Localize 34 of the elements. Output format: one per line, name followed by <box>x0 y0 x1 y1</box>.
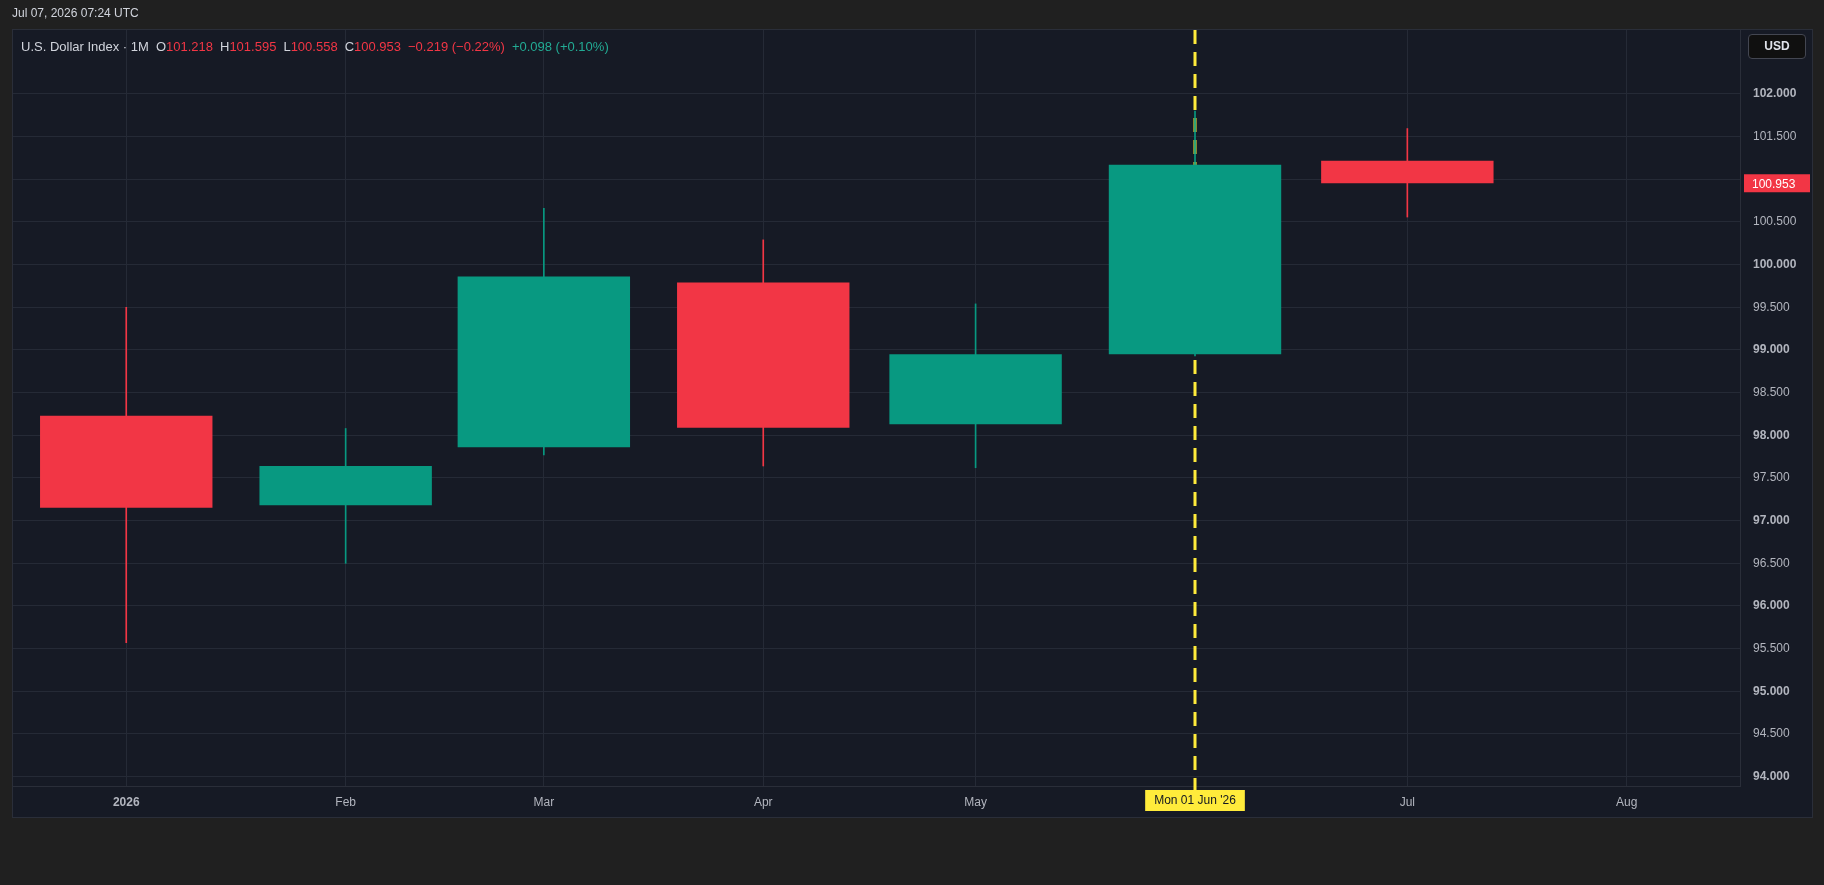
annotation: L100.558 <box>283 39 338 54</box>
y-tick-label: 101.500 <box>1753 128 1797 143</box>
y-tick-label: 95.000 <box>1753 683 1791 698</box>
y-tick-label: 94.500 <box>1753 726 1791 741</box>
text: 100.953 <box>1752 176 1796 191</box>
y-tick-label: 97.000 <box>1753 512 1791 527</box>
x-tick-label: Mar <box>533 794 555 809</box>
x-tick-label: 2026 <box>112 794 140 809</box>
x-tick-label: Apr <box>753 794 773 809</box>
x-tick-label: May <box>964 794 987 809</box>
text: U.S. Dollar Index · 1M <box>21 39 149 54</box>
x-tick-label: Aug <box>1616 794 1638 809</box>
text: Jul 07, 2026 07:24 UTC <box>12 6 139 20</box>
y-tick-label: 98.000 <box>1753 427 1791 442</box>
x-tick-label: Jul <box>1399 794 1416 809</box>
y-tick-label: 94.000 <box>1753 768 1791 783</box>
annotation: +0.098 (+0.10%) <box>511 39 609 54</box>
annotation: O101.218 <box>155 39 213 54</box>
y-tick-label: 96.000 <box>1753 598 1791 613</box>
y-tick-label: 96.500 <box>1753 555 1791 570</box>
y-tick-label: 97.500 <box>1753 470 1791 485</box>
y-tick-label: 102.000 <box>1753 86 1797 101</box>
annotation: C100.953 <box>344 39 402 54</box>
y-axis-title: USD <box>1748 34 1806 59</box>
y-tick-label: 99.000 <box>1753 342 1791 357</box>
x-tick-label: Feb <box>335 794 357 809</box>
annotation: H101.595 <box>220 39 277 54</box>
y-tick-label: 99.500 <box>1753 299 1791 314</box>
ref-line-label: Mon 01 Jun '26 <box>1154 793 1237 808</box>
y-tick-label: 100.500 <box>1753 214 1797 229</box>
y-tick-label: 98.500 <box>1753 384 1791 399</box>
y-tick-label: 95.500 <box>1753 640 1791 655</box>
y-tick-label: 100.000 <box>1753 256 1797 271</box>
annotation: −0.219 (−0.22%) <box>408 39 505 54</box>
